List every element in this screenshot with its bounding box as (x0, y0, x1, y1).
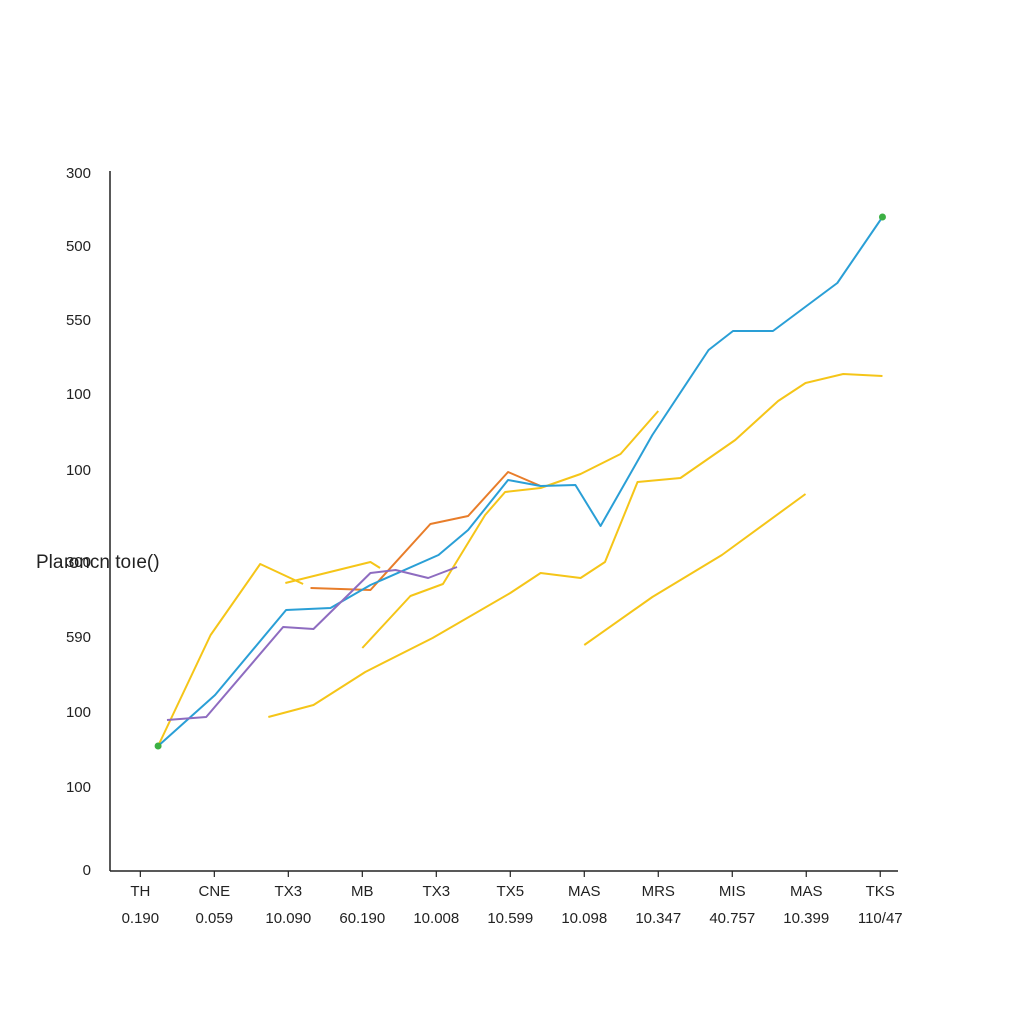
series-line (583, 493, 807, 646)
x-tick-label: MB (351, 883, 374, 900)
series-line (285, 561, 381, 584)
y-tick-label: 550 (66, 312, 91, 329)
y-tick-label: 100 (66, 779, 91, 796)
series-line (157, 216, 884, 747)
x-tick-label: MAS (790, 883, 823, 900)
x-tick-label: MAS (568, 883, 601, 900)
y-tick-label: 300 (66, 554, 91, 571)
x-tick-sublabel: 10.098 (561, 910, 607, 927)
x-tick-label: TX3 (275, 883, 303, 900)
series-line (166, 566, 458, 721)
x-tick-sublabel: 0.190 (122, 910, 160, 927)
x-tick-sublabel: 10.599 (487, 910, 533, 927)
y-tick-label: 100 (66, 386, 91, 403)
series-line (268, 373, 883, 718)
x-tick-label: TH (130, 883, 150, 900)
y-tick-label: 0 (83, 862, 91, 879)
x-tick-sublabel: 60.190 (339, 910, 385, 927)
y-axis-label: Plaıoncn toıe() (36, 552, 160, 573)
x-tick-sublabel: 10.090 (265, 910, 311, 927)
series-line (310, 471, 542, 591)
x-tick-sublabel: 10.008 (413, 910, 459, 927)
x-tick-label: TX5 (497, 883, 525, 900)
x-tick-sublabel: 110/47 (858, 910, 903, 927)
series-line (361, 410, 660, 649)
x-tick-label: MRS (642, 883, 675, 900)
x-tick-label: CNE (198, 883, 230, 900)
y-tick-label: 300 (66, 165, 91, 182)
x-tick-label: TX3 (423, 883, 451, 900)
y-tick-label: 500 (66, 238, 91, 255)
x-tick-label: TKS (866, 883, 895, 900)
series-line (157, 563, 304, 747)
y-tick-label: 590 (66, 629, 91, 646)
point (878, 213, 886, 221)
x-tick-label: MIS (719, 883, 746, 900)
point (154, 742, 162, 750)
x-tick-sublabel: 40.757 (709, 910, 755, 927)
x-tick-sublabel: 0.059 (196, 910, 234, 927)
y-tick-label: 100 (66, 462, 91, 479)
x-tick-sublabel: 10.399 (783, 910, 829, 927)
x-tick-sublabel: 10.347 (635, 910, 681, 927)
y-tick-label: 100 (66, 704, 91, 721)
